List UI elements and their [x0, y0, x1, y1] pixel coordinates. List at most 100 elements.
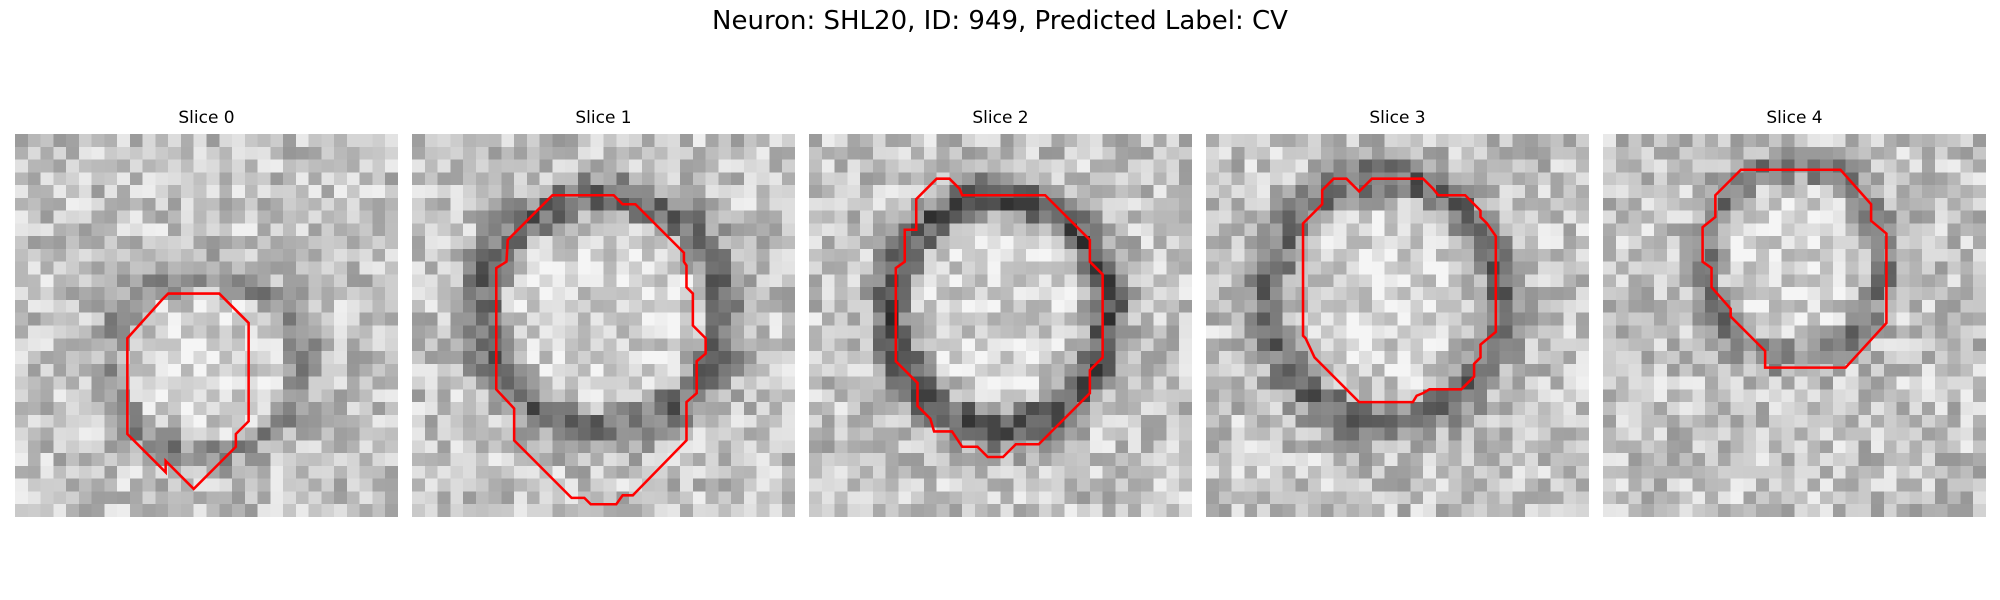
pixel [1537, 376, 1551, 390]
pixel [1102, 338, 1116, 352]
pixel [321, 274, 335, 288]
pixel [412, 325, 426, 339]
pixel [1115, 414, 1129, 428]
pixel [1077, 287, 1091, 301]
pixel [949, 210, 963, 224]
pixel [1909, 134, 1923, 148]
pixel [1679, 172, 1693, 186]
pixel [847, 351, 861, 365]
pixel [1807, 402, 1821, 416]
pixel [193, 197, 207, 211]
pixel [629, 248, 643, 262]
pixel [1794, 504, 1808, 517]
pixel [692, 236, 706, 250]
pixel [1960, 351, 1974, 365]
pixel [385, 274, 398, 288]
pixel [1128, 363, 1142, 377]
pixel [667, 274, 681, 288]
pixel [219, 299, 233, 313]
pixel [1628, 363, 1642, 377]
pixel [514, 312, 528, 326]
pixel [104, 210, 118, 224]
pixel [1666, 185, 1680, 199]
pixel [1128, 261, 1142, 275]
pixel [1832, 363, 1846, 377]
pixel [590, 376, 604, 390]
pixel [1679, 478, 1693, 492]
pixel [898, 402, 912, 416]
pixel [1295, 440, 1309, 454]
pixel [40, 389, 54, 403]
pixel [437, 248, 451, 262]
pixel [680, 312, 694, 326]
pixel [1461, 146, 1475, 160]
pixel [53, 363, 67, 377]
pixel [1140, 299, 1154, 313]
pixel [860, 376, 874, 390]
pixel [1883, 363, 1897, 377]
pixel [232, 299, 246, 313]
pixel [1960, 197, 1974, 211]
pixel [756, 465, 770, 479]
pixel [1525, 312, 1539, 326]
pixel [168, 185, 182, 199]
pixel [1960, 440, 1974, 454]
pixel [346, 376, 360, 390]
pixel [962, 402, 976, 416]
pixel [1794, 440, 1808, 454]
pixel [1679, 491, 1693, 505]
pixel [463, 338, 477, 352]
pixel [514, 197, 528, 211]
pixel [1000, 172, 1014, 186]
pixel [117, 159, 131, 173]
pixel [1717, 440, 1731, 454]
pixel [1179, 478, 1192, 492]
pixel [488, 210, 502, 224]
pixel [142, 236, 156, 250]
pixel [424, 402, 438, 416]
pixel [809, 134, 823, 148]
pixel [1973, 274, 1986, 288]
pixel [1179, 261, 1192, 275]
pixel [1768, 287, 1782, 301]
pixel [692, 210, 706, 224]
pixel [1692, 210, 1706, 224]
pixel [295, 376, 309, 390]
pixel [743, 465, 757, 479]
pixel [1615, 236, 1629, 250]
pixel [295, 159, 309, 173]
pixel [1179, 146, 1192, 160]
pixel [1858, 440, 1872, 454]
pixel [641, 465, 655, 479]
pixel [603, 159, 617, 173]
pixel [346, 338, 360, 352]
pixel [1756, 325, 1770, 339]
pixel [962, 414, 976, 428]
pixel [219, 504, 233, 517]
pixel [1512, 351, 1526, 365]
pixel [526, 338, 540, 352]
pixel [1410, 210, 1424, 224]
pixel [936, 504, 950, 517]
pixel [1038, 274, 1052, 288]
pixel [987, 261, 1001, 275]
pixel [450, 274, 464, 288]
pixel [1000, 236, 1014, 250]
pixel [372, 465, 386, 479]
pixel [1257, 312, 1271, 326]
pixel [860, 465, 874, 479]
pixel [129, 363, 143, 377]
pixel [321, 261, 335, 275]
pixel [1756, 197, 1770, 211]
pixel [731, 287, 745, 301]
pixel [219, 134, 233, 148]
pixel [1320, 261, 1334, 275]
pixel [1410, 402, 1424, 416]
pixel [1077, 159, 1091, 173]
pixel [1960, 172, 1974, 186]
pixel [1743, 491, 1757, 505]
pixel [1896, 325, 1910, 339]
pixel [923, 338, 937, 352]
pixel [1077, 299, 1091, 313]
pixel [860, 453, 874, 467]
